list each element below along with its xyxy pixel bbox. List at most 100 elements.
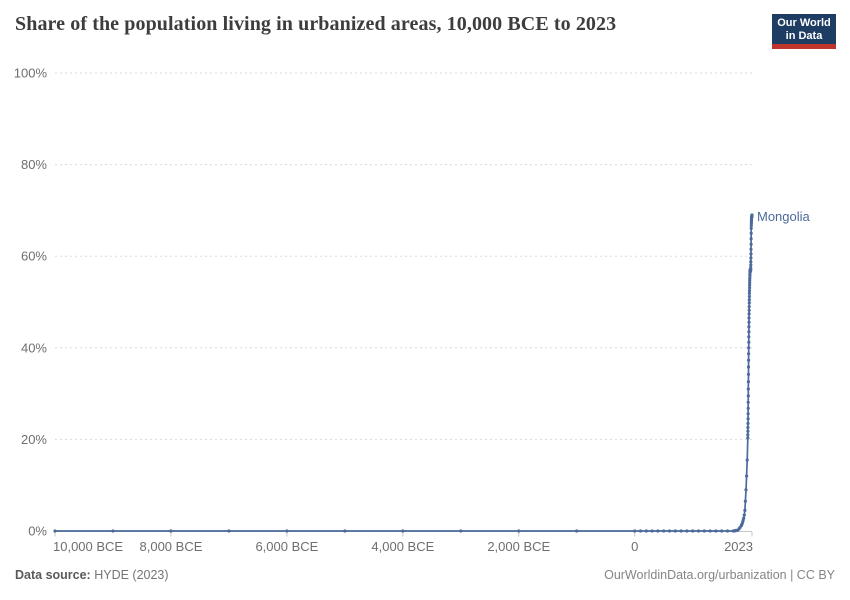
data-point-marker[interactable] <box>749 237 753 241</box>
data-point-marker[interactable] <box>667 529 672 533</box>
y-tick-label: 60% <box>21 249 47 264</box>
data-point-marker[interactable] <box>685 529 689 533</box>
data-point-marker[interactable] <box>747 340 751 344</box>
chart-title: Share of the population living in urbani… <box>15 13 617 35</box>
data-point-marker[interactable] <box>749 252 753 256</box>
data-point-marker[interactable] <box>746 387 750 391</box>
data-point-marker[interactable] <box>691 529 695 533</box>
data-point-marker[interactable] <box>745 458 749 462</box>
data-point-marker[interactable] <box>746 425 750 430</box>
data-point-marker[interactable] <box>227 529 231 533</box>
data-point-marker[interactable] <box>747 352 751 356</box>
owid-logo-line2: in Data <box>785 30 823 42</box>
data-point-marker[interactable] <box>746 365 751 369</box>
data-point-marker[interactable] <box>746 421 750 425</box>
data-point-marker[interactable] <box>650 529 654 533</box>
y-tick-label: 100% <box>14 66 48 81</box>
data-point-marker[interactable] <box>285 529 289 533</box>
data-point-marker[interactable] <box>743 499 748 503</box>
data-point-marker[interactable] <box>748 276 752 280</box>
data-point-marker[interactable] <box>720 529 724 533</box>
data-point-marker[interactable] <box>748 283 752 287</box>
data-point-marker[interactable] <box>748 278 752 283</box>
data-point-marker[interactable] <box>747 316 751 320</box>
data-point-marker[interactable] <box>662 529 666 533</box>
data-point-marker[interactable] <box>747 305 751 309</box>
data-point-marker[interactable] <box>749 226 753 230</box>
data-point-marker[interactable] <box>169 529 173 533</box>
data-point-marker[interactable] <box>656 529 660 533</box>
data-point-marker[interactable] <box>746 417 750 421</box>
data-point-marker[interactable] <box>749 223 753 228</box>
data-point-marker[interactable] <box>744 488 748 492</box>
data-point-marker[interactable] <box>746 433 750 437</box>
data-point-marker[interactable] <box>746 400 750 404</box>
data-source-note: Data source: HYDE (2023) <box>15 568 169 582</box>
data-point-marker[interactable] <box>747 346 751 350</box>
data-point-marker[interactable] <box>673 529 677 533</box>
series-line <box>54 214 753 532</box>
y-gridlines-and-labels: 0% 20% 40% 60% 80% 100% <box>14 66 752 539</box>
data-point-marker[interactable] <box>644 529 648 533</box>
data-point-marker[interactable] <box>111 529 115 533</box>
data-point-marker[interactable] <box>746 372 751 376</box>
data-point-marker[interactable] <box>749 266 753 270</box>
data-point-marker[interactable] <box>749 260 753 264</box>
data-point-marker[interactable] <box>749 256 753 260</box>
data-point-marker[interactable] <box>749 242 753 246</box>
data-point-marker[interactable] <box>748 286 752 290</box>
data-point-marker[interactable] <box>517 529 521 533</box>
data-point-marker[interactable] <box>746 406 750 410</box>
data-point-marker[interactable] <box>747 289 752 293</box>
data-point-marker[interactable] <box>748 281 752 285</box>
data-point-marker[interactable] <box>679 529 683 533</box>
owid-logo[interactable]: Our World in Data <box>772 14 836 49</box>
data-point-marker[interactable] <box>746 429 750 433</box>
data-point-marker[interactable] <box>749 263 753 267</box>
data-point-marker[interactable] <box>747 312 751 316</box>
data-point-marker[interactable] <box>343 529 347 533</box>
y-tick-label: 80% <box>21 157 47 172</box>
data-point-marker[interactable] <box>747 308 751 312</box>
data-point-marker[interactable] <box>749 247 753 251</box>
chart-footer: Data source: HYDE (2023) OurWorldinData.… <box>15 568 835 582</box>
data-point-marker[interactable] <box>747 301 751 305</box>
data-point-marker[interactable] <box>725 529 730 533</box>
data-point-marker[interactable] <box>633 529 637 533</box>
data-point-marker[interactable] <box>747 325 751 329</box>
credit-link[interactable]: OurWorldinData.org/urbanization | CC BY <box>604 568 835 582</box>
data-point-marker[interactable] <box>708 529 712 533</box>
x-tick-label: 2,000 BCE <box>487 539 550 554</box>
data-point-marker[interactable] <box>638 529 643 533</box>
data-point-marker[interactable] <box>459 529 463 533</box>
data-point-marker[interactable] <box>746 380 751 384</box>
data-point-marker[interactable] <box>575 529 579 533</box>
data-point-marker[interactable] <box>696 529 701 533</box>
data-point-marker[interactable] <box>747 291 752 295</box>
data-point-marker[interactable] <box>745 474 749 478</box>
data-point-marker[interactable] <box>749 231 753 235</box>
data-point-marker[interactable] <box>714 529 718 533</box>
data-point-marker[interactable] <box>401 529 405 533</box>
data-point-marker[interactable] <box>746 436 750 440</box>
data-point-marker[interactable] <box>742 516 746 520</box>
x-axis: 10,000 BCE 8,000 BCE 6,000 BCE 4,000 BCE 2,0… <box>53 531 753 554</box>
data-point-marker[interactable] <box>747 320 751 324</box>
entity-label-mongolia[interactable]: Mongolia <box>757 209 810 224</box>
data-point-marker[interactable] <box>750 213 754 217</box>
data-point-marker[interactable] <box>702 529 706 533</box>
data-point-marker[interactable] <box>742 513 746 517</box>
data-point-marker[interactable] <box>746 412 750 416</box>
data-point-marker[interactable] <box>53 529 57 533</box>
data-series-line[interactable] <box>53 213 754 533</box>
data-point-marker[interactable] <box>747 330 751 334</box>
data-point-marker[interactable] <box>747 358 751 362</box>
data-point-marker[interactable] <box>747 294 752 299</box>
data-point-marker[interactable] <box>747 298 751 302</box>
data-point-marker[interactable] <box>746 394 750 398</box>
x-tick-label: 10,000 BCE <box>53 539 123 554</box>
data-point-marker[interactable] <box>747 335 751 339</box>
data-point-marker[interactable] <box>743 508 747 512</box>
data-source-value: HYDE (2023) <box>90 568 169 582</box>
